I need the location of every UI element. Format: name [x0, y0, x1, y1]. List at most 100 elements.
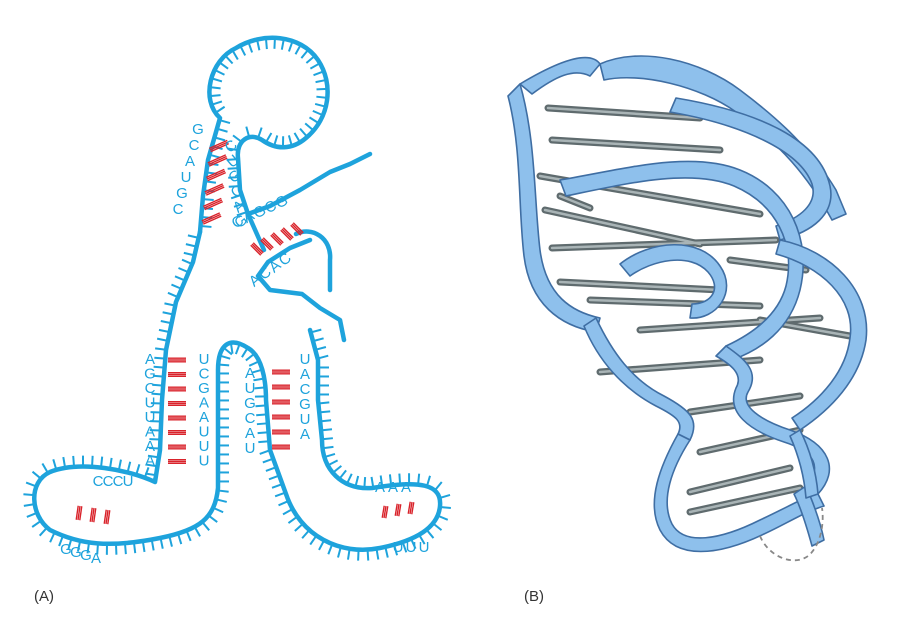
nucleotide-right-foot-top: A	[375, 479, 385, 496]
ribbon-right-descent	[789, 429, 819, 499]
base-pair	[168, 430, 186, 435]
base-pair	[260, 237, 274, 251]
nucleotide-right-stem-inner: A	[245, 425, 255, 442]
nucleotide-right-foot-top: A	[401, 479, 411, 496]
nucleotide-left-foot-top: C	[93, 473, 104, 490]
nucleotide-left-stem-outer: G	[144, 366, 156, 383]
ribbon-lower-left	[583, 317, 695, 441]
base-pair	[202, 197, 224, 211]
ribbon-right-helix	[775, 239, 868, 431]
nucleotide-left-foot-top: C	[113, 473, 124, 490]
base-pair-rod	[550, 238, 778, 250]
base-pair	[272, 369, 290, 375]
base-pair	[270, 232, 284, 246]
nucleotide-left-stem-outer: C	[145, 380, 156, 397]
backbone-ticks	[23, 37, 451, 561]
nucleotide-right-stem-outer: U	[300, 411, 311, 428]
base-pair	[201, 212, 222, 225]
dashed-connector	[759, 507, 824, 562]
nucleotide-left-stem-inner: U	[199, 351, 210, 368]
base-pair	[208, 139, 230, 153]
nucleotide-hairpin-left: G	[176, 185, 188, 202]
base-pair	[168, 386, 186, 392]
base-pair	[204, 183, 225, 196]
base-pair	[168, 415, 186, 421]
base-pair-rod	[558, 280, 722, 292]
ribbon-upper-back	[599, 55, 847, 221]
base-pair	[394, 503, 402, 517]
base-pair	[250, 242, 264, 256]
base-pair	[272, 414, 290, 420]
nucleotide-right-stem-inner: U	[245, 440, 256, 457]
rna-backbone	[32, 35, 443, 552]
ribbon-center-loop	[619, 243, 728, 319]
base-pair	[280, 227, 294, 241]
nucleotide-right-stem-inner: A	[245, 365, 255, 382]
backbone-right-loop	[293, 229, 333, 293]
base-pair-rod	[543, 208, 702, 246]
backbone-hairpin-loop	[197, 35, 330, 235]
nucleotide-left-stem-outer: A	[145, 424, 155, 441]
nucleotide-left-foot-top: U	[123, 473, 134, 490]
base-pair-rod	[558, 194, 592, 210]
nucleotide-left-stem-inner: U	[199, 453, 210, 470]
nucleotide-hairpin-left: C	[189, 137, 200, 154]
nucleotide-left-stem-inner: U	[199, 438, 210, 455]
nucleotide-left-stem-inner: A	[199, 409, 209, 426]
base-pair	[75, 505, 83, 521]
nucleotide-right-stem-outer: A	[300, 426, 310, 443]
base-pair-rod	[588, 298, 762, 308]
nucleotide-left-foot-bottom: A	[91, 550, 101, 567]
nucleotide-left-stem-outer: U	[145, 395, 156, 412]
nucleotide-left-stem-inner: C	[199, 366, 210, 383]
ribbon-top-strand	[519, 56, 601, 95]
nucleotide-left-stem-inner: U	[199, 424, 210, 441]
nucleotide-hairpin-left: A	[185, 153, 195, 170]
base-pair	[272, 399, 290, 405]
nucleotide-right-stem-outer: G	[299, 396, 311, 413]
ribbon-bottom-curl	[653, 433, 825, 553]
base-pair-rod	[550, 138, 722, 152]
nucleotide-right-stem-inner: U	[245, 380, 256, 397]
base-pair	[272, 429, 290, 435]
nucleotide-right-foot-bottom: U	[393, 539, 404, 556]
nucleotide-left-foot-top: C	[103, 473, 114, 490]
base-pair	[272, 384, 290, 390]
nucleotide-left-stem-outer: A	[145, 453, 155, 470]
panel-b-label: (B)	[524, 588, 544, 605]
nucleotide-left-foot-bottom: G	[70, 544, 82, 561]
nucleotide-left-foot-bottom: G	[80, 547, 92, 564]
backbone-ribbons	[507, 55, 868, 553]
base-pair	[168, 444, 186, 450]
base-pair-rod	[688, 486, 802, 514]
nucleotide-hairpin-left: G	[192, 121, 204, 138]
nucleotide-right-stem-outer: C	[300, 381, 311, 398]
base-pair	[272, 444, 290, 450]
backbone-main-strand	[32, 229, 443, 552]
base-pair	[89, 507, 97, 523]
nucleotide-left-stem-outer: A	[145, 351, 155, 368]
base-pair	[168, 372, 186, 377]
base-pair	[205, 168, 227, 182]
nucleotide-left-stem-inner: G	[198, 380, 210, 397]
nucleotide-right-foot-bottom: U	[419, 539, 430, 556]
base-pair	[168, 401, 186, 406]
base-pair	[207, 154, 228, 167]
base-pair	[290, 222, 304, 236]
base-pair	[168, 459, 186, 464]
base-pair	[168, 357, 186, 363]
panel-a-label: (A)	[34, 588, 54, 605]
base-pair	[103, 509, 111, 525]
nucleotide-right-foot-bottom: U	[406, 539, 417, 556]
base-pair-rod	[688, 466, 792, 494]
panel-a-secondary-structure: GCAUGCCUGCAGCAGCGACACAGCUUAAAUCGAAUUUAUG…	[23, 35, 451, 567]
nucleotide-right-foot-top: A	[388, 479, 398, 496]
nucleotide-left-stem-outer: U	[145, 409, 156, 426]
nucleotide-hairpin-left: C	[173, 201, 184, 218]
nucleotide-hairpin-left: U	[181, 169, 192, 186]
panel-b-tertiary-structure	[507, 55, 868, 562]
base-pair-rod	[638, 316, 822, 332]
base-pair-rod	[546, 106, 702, 120]
nucleotide-left-foot-bottom: G	[60, 541, 72, 558]
